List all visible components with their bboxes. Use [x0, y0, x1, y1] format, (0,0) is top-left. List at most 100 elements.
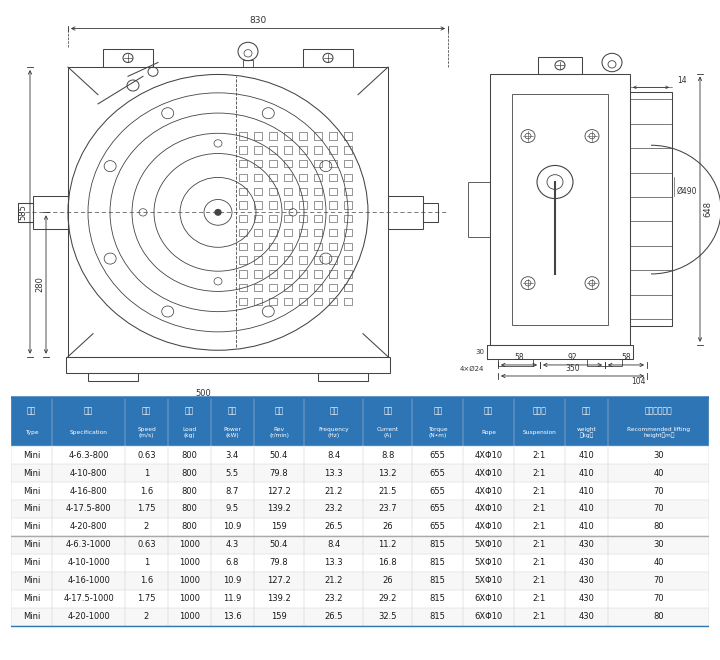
Bar	[254, 201, 262, 209]
Text: 32.5: 32.5	[379, 612, 397, 621]
Bar	[11, 482, 709, 500]
Text: 30: 30	[654, 451, 664, 459]
Bar	[11, 590, 709, 608]
Bar	[344, 229, 352, 236]
Text: 曳引比: 曳引比	[532, 407, 546, 416]
Bar	[314, 201, 322, 209]
Text: 139.2: 139.2	[267, 594, 291, 603]
Bar	[344, 187, 352, 195]
Text: Mini: Mini	[23, 576, 40, 585]
Text: Mini: Mini	[23, 594, 40, 603]
Text: 40: 40	[654, 558, 664, 568]
Bar	[299, 298, 307, 305]
Text: 4-6.3-1000: 4-6.3-1000	[66, 541, 112, 549]
Bar	[329, 187, 337, 195]
Bar	[254, 243, 262, 250]
Text: 410: 410	[579, 469, 595, 478]
Bar	[538, 57, 582, 73]
Text: 13.3: 13.3	[325, 558, 343, 568]
Text: Specification: Specification	[70, 430, 107, 435]
Text: 50.4: 50.4	[270, 541, 288, 549]
Bar	[254, 174, 262, 181]
Text: 4-16-800: 4-16-800	[70, 486, 107, 496]
Bar	[299, 271, 307, 278]
Bar	[314, 160, 322, 168]
Text: 规格: 规格	[84, 407, 93, 416]
Bar	[269, 187, 277, 195]
Text: Mini: Mini	[23, 486, 40, 496]
Text: 648: 648	[703, 201, 713, 217]
Bar	[269, 146, 277, 154]
Text: 功率: 功率	[228, 407, 237, 416]
Bar	[68, 67, 388, 356]
Text: 10.9: 10.9	[223, 576, 241, 585]
Bar	[329, 284, 337, 292]
Text: 655: 655	[430, 504, 446, 513]
Text: 4-17.5-800: 4-17.5-800	[66, 504, 112, 513]
Text: 23.2: 23.2	[325, 504, 343, 513]
Text: Suspension: Suspension	[523, 430, 557, 435]
Bar	[314, 271, 322, 278]
Bar	[314, 146, 322, 154]
Text: 815: 815	[430, 594, 446, 603]
Bar	[284, 201, 292, 209]
Text: 1000: 1000	[179, 612, 200, 621]
Text: 430: 430	[579, 594, 595, 603]
Bar	[329, 215, 337, 222]
Bar	[284, 257, 292, 264]
Text: Type: Type	[24, 430, 38, 435]
Bar	[239, 174, 247, 181]
Text: 2:1: 2:1	[533, 451, 546, 459]
Bar	[284, 133, 292, 140]
Text: 655: 655	[430, 451, 446, 459]
Text: 2: 2	[144, 612, 149, 621]
Bar	[239, 284, 247, 292]
Bar	[254, 284, 262, 292]
Text: 2:1: 2:1	[533, 504, 546, 513]
Text: 4-6.3-800: 4-6.3-800	[68, 451, 109, 459]
Text: Mini: Mini	[23, 558, 40, 568]
Bar	[284, 146, 292, 154]
Bar	[269, 229, 277, 236]
Bar	[630, 92, 672, 326]
Bar	[269, 160, 277, 168]
Text: 410: 410	[579, 451, 595, 459]
Text: 绳规: 绳规	[484, 407, 493, 416]
Bar	[254, 215, 262, 222]
Bar	[284, 187, 292, 195]
Bar	[269, 271, 277, 278]
Text: 26.5: 26.5	[325, 523, 343, 531]
Bar	[314, 257, 322, 264]
Text: 2:1: 2:1	[533, 486, 546, 496]
Text: Mini: Mini	[23, 612, 40, 621]
Text: 815: 815	[430, 576, 446, 585]
Bar	[299, 229, 307, 236]
Bar	[468, 182, 490, 237]
Text: 21.2: 21.2	[325, 486, 343, 496]
Bar	[344, 174, 352, 181]
Bar	[11, 554, 709, 572]
Bar	[18, 203, 33, 222]
Text: 4-20-800: 4-20-800	[70, 523, 107, 531]
Bar	[299, 160, 307, 168]
Bar	[11, 608, 709, 626]
Bar	[329, 298, 337, 305]
Text: 815: 815	[430, 612, 446, 621]
Text: 159: 159	[271, 523, 287, 531]
Bar	[329, 229, 337, 236]
Bar	[269, 298, 277, 305]
Text: 推荐提升高度: 推荐提升高度	[645, 407, 672, 416]
Text: 5XΦ10: 5XΦ10	[474, 541, 503, 549]
Bar	[314, 174, 322, 181]
Bar	[423, 203, 438, 222]
Text: 655: 655	[430, 523, 446, 531]
Text: Mini: Mini	[23, 451, 40, 459]
Bar	[239, 229, 247, 236]
Bar	[239, 215, 247, 222]
Text: 载重: 载重	[185, 407, 194, 416]
Text: 5XΦ10: 5XΦ10	[474, 576, 503, 585]
Bar	[299, 215, 307, 222]
Text: 26.5: 26.5	[325, 612, 343, 621]
Text: 4-10-800: 4-10-800	[70, 469, 107, 478]
Text: 410: 410	[579, 486, 595, 496]
